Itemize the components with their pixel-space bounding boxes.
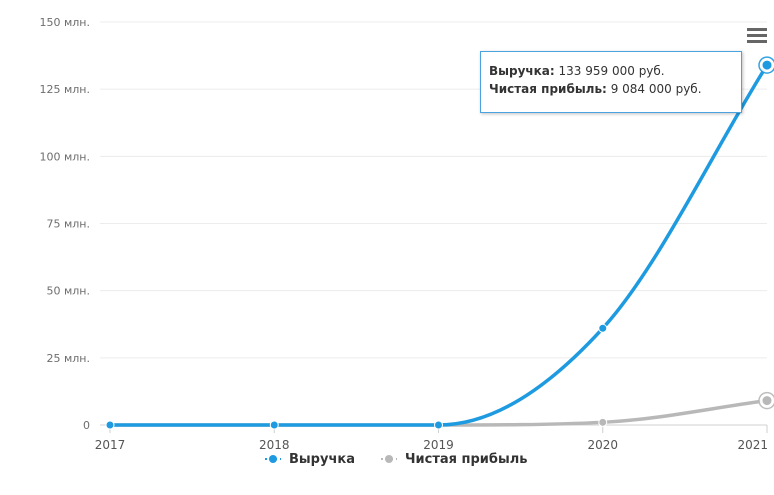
x-tick-label: 2017 — [95, 438, 126, 452]
chart-tooltip: Выручка: 133 959 000 руб. Чистая прибыль… — [480, 51, 742, 113]
y-tick-label: 75 млн. — [46, 218, 90, 231]
y-tick-label: 150 млн. — [39, 16, 90, 29]
data-point-revenue — [434, 420, 443, 430]
tooltip-revenue-label: Выручка: — [489, 64, 555, 78]
x-tick-label: 2021 — [737, 438, 768, 452]
data-point-profit — [761, 395, 773, 407]
data-point-revenue — [598, 323, 608, 333]
y-tick-label: 100 млн. — [39, 150, 90, 163]
tooltip-line-profit: Чистая прибыль: 9 084 000 руб. — [489, 80, 733, 98]
legend-label-revenue: Выручка — [289, 452, 355, 467]
data-point-revenue — [269, 420, 279, 430]
y-tick-label: 125 млн. — [39, 83, 90, 96]
y-tick-label: 50 млн. — [46, 285, 90, 298]
tooltip-revenue-value: 133 959 000 руб. — [558, 64, 665, 78]
tooltip-profit-value: 9 084 000 руб. — [610, 82, 702, 96]
legend-marker-profit — [385, 455, 393, 463]
x-tick-label: 2018 — [259, 438, 290, 452]
tooltip-profit-label: Чистая прибыль: — [489, 82, 607, 96]
hamburger-menu-icon[interactable] — [747, 28, 767, 44]
data-point-revenue — [105, 420, 115, 430]
x-tick-label: 2020 — [587, 438, 618, 452]
y-tick-label: 0 — [83, 419, 90, 432]
series-line-revenue — [108, 63, 769, 427]
data-point-profit — [598, 417, 608, 427]
y-tick-label: 25 млн. — [46, 352, 90, 365]
x-tick-label: 2019 — [423, 438, 454, 452]
data-point-revenue — [761, 59, 773, 71]
legend-label-profit: Чистая прибыль — [405, 452, 527, 467]
tooltip-line-revenue: Выручка: 133 959 000 руб. — [489, 62, 733, 80]
legend-marker-revenue — [269, 455, 277, 463]
